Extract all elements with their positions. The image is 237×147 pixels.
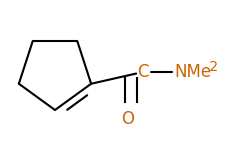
Text: C: C xyxy=(137,63,149,81)
Text: NMe: NMe xyxy=(174,63,211,81)
Text: 2: 2 xyxy=(205,60,218,74)
Text: O: O xyxy=(122,110,135,128)
